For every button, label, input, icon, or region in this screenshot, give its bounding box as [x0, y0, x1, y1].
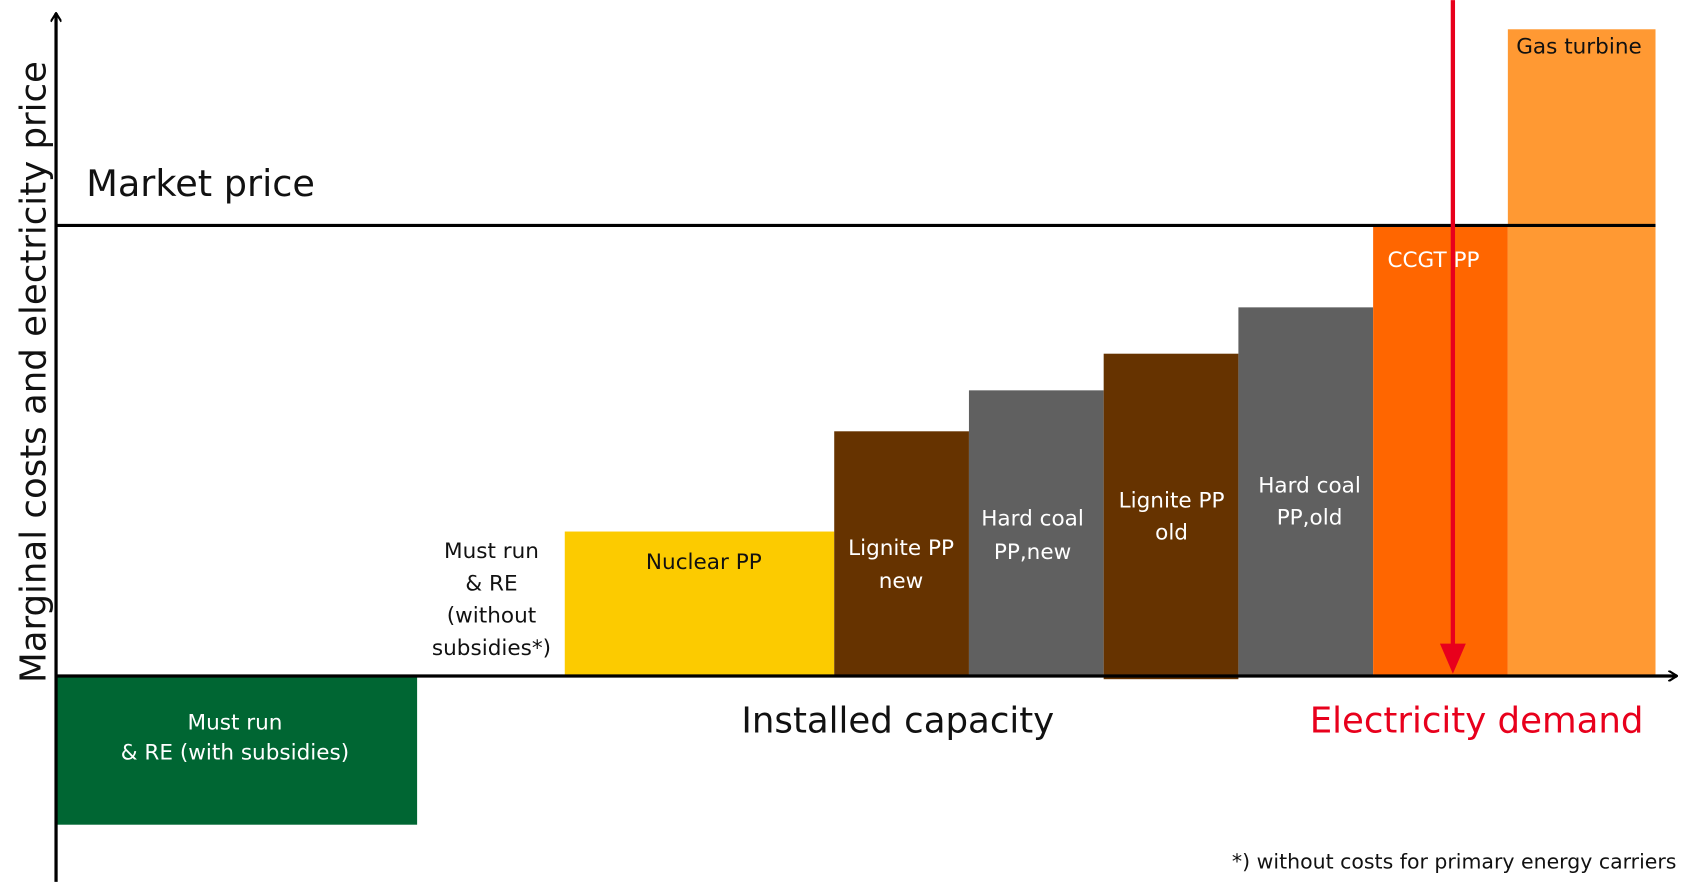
block-label: Nuclear PP	[646, 550, 762, 575]
lignite-old-block	[1103, 353, 1239, 680]
market-price-label: Market price	[86, 162, 315, 205]
lignite-new-block	[834, 431, 969, 676]
block-label: Hard coal	[1258, 473, 1361, 498]
block-label: Must run	[444, 539, 539, 564]
hard-coal-new-block	[968, 390, 1104, 676]
block-label: CCGT PP	[1387, 248, 1479, 273]
block-label: PP,new	[994, 540, 1071, 565]
y-axis-label: Marginal costs and electricity price	[14, 61, 55, 683]
block-label: Gas turbine	[1516, 35, 1642, 60]
block-label: & RE	[465, 571, 517, 596]
demand-label: Electricity demand	[1310, 700, 1644, 741]
block-label: Hard coal	[981, 507, 1084, 532]
block-label: subsidies*)	[432, 636, 551, 661]
ccgt-block	[1373, 225, 1508, 676]
block-label: Must run	[187, 710, 282, 735]
demand-arrowhead	[1439, 643, 1466, 674]
block-labels: Must run & RE (with subsidies) Must run & R…	[121, 35, 1642, 766]
block-label: Lignite PP	[1119, 488, 1225, 513]
footnote: *) without costs for primary energy carr…	[1232, 849, 1677, 873]
must-run-subsidies-block	[56, 675, 418, 825]
block-label: PP,old	[1277, 506, 1343, 531]
block-label: old	[1155, 521, 1188, 546]
nuclear-block	[564, 531, 835, 676]
block-label: & RE (with subsidies)	[121, 741, 349, 766]
x-axis-label: Installed capacity	[741, 700, 1054, 741]
block-label: Lignite PP	[848, 536, 954, 561]
hard-coal-old-block	[1238, 307, 1374, 676]
block-label: (without	[447, 604, 536, 629]
block-label: new	[879, 569, 924, 594]
gas-turbine-block	[1507, 29, 1656, 676]
